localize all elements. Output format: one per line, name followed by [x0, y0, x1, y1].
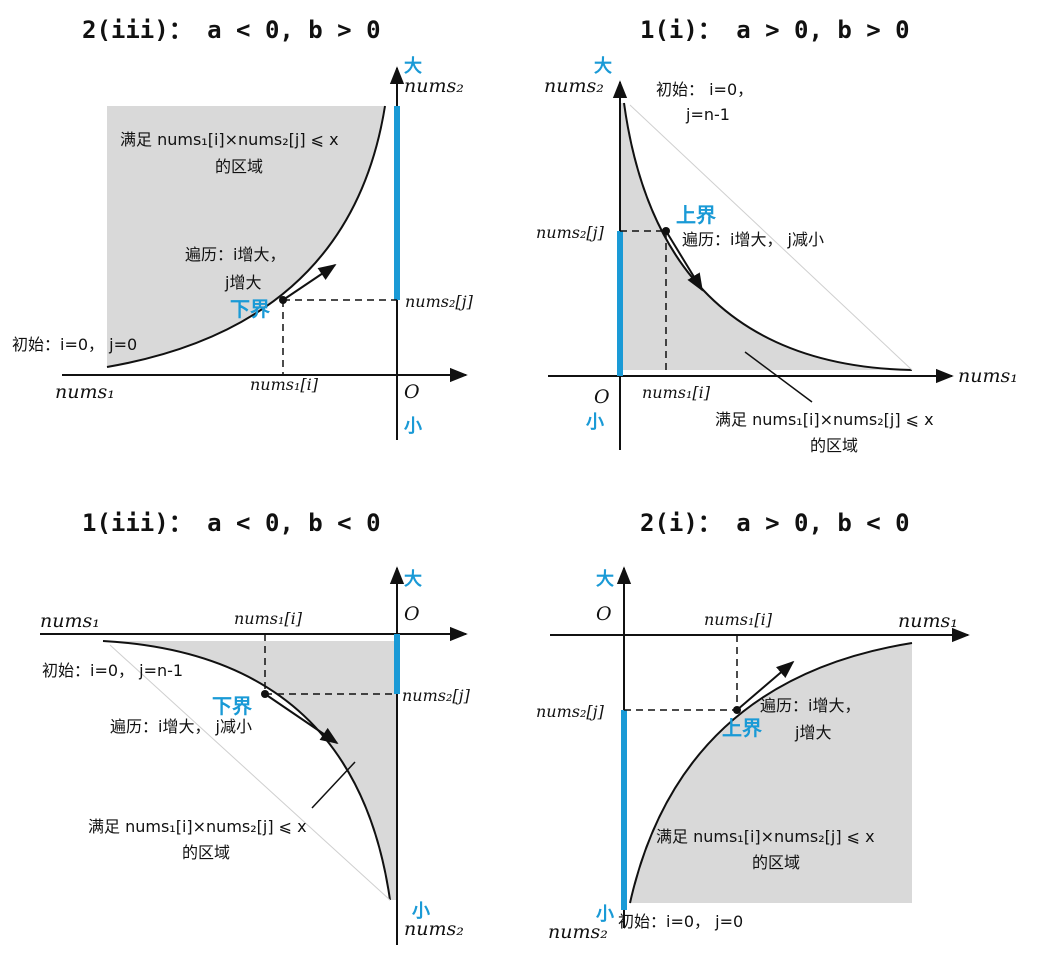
panel-title: 2(iii)： a < 0, b > 0: [82, 16, 381, 44]
region-label-2: 的区域: [182, 843, 230, 862]
region-pointer-line: [311, 761, 356, 809]
panel-title: 1(iii)： a < 0, b < 0: [82, 509, 381, 537]
y-mark-label: nums₂[j]: [405, 292, 474, 311]
x-axis-label: nums₁: [40, 610, 100, 632]
large-tag: 大: [404, 568, 422, 590]
feasible-region: [620, 103, 912, 370]
y-axis-label: nums₂: [404, 918, 464, 940]
region-label-1: 满足 nums₁[i]×nums₂[j] ⩽ x: [656, 827, 875, 846]
region-label-1: 满足 nums₁[i]×nums₂[j] ⩽ x: [715, 410, 934, 429]
traverse-label-1: 遍历：i增大，: [185, 245, 285, 264]
region-edge: [629, 104, 913, 371]
upper-bound-label: 上界: [722, 716, 762, 740]
panel-title: 1(i)： a > 0, b > 0: [640, 16, 910, 44]
region-pointer-line: [744, 351, 813, 403]
pointer-dot: [279, 296, 287, 304]
x-axis-label: nums₁: [958, 365, 1018, 387]
feasible-region: [630, 643, 912, 903]
boundary-curve: [629, 642, 913, 904]
traverse-label: 遍历：i增大， j减小: [110, 717, 252, 736]
init-label: 初始：i=0， j=0: [618, 912, 743, 931]
region-label-1: 满足 nums₁[i]×nums₂[j] ⩽ x: [88, 817, 307, 836]
panel-1i: 1(i)： a > 0, b > 0 大 nums₂ nums₁ O 小 num…: [536, 16, 1018, 455]
small-tag: 小: [586, 412, 604, 433]
region-edge: [109, 644, 391, 901]
init-label: 初始：i=0， j=n-1: [42, 661, 183, 680]
upper-bound-label: 上界: [676, 203, 716, 227]
x-mark-label: nums₁[i]: [642, 383, 711, 402]
origin-label: O: [404, 603, 420, 625]
init-label: 初始：i=0， j=0: [12, 335, 137, 354]
x-mark-label: nums₁[i]: [234, 609, 303, 628]
traverse-label: 遍历：i增大， j减小: [682, 230, 824, 249]
panel-2i: 2(i)： a > 0, b < 0 nums₁ 大 O 小 nums₂ num…: [536, 509, 970, 943]
panel-2iii: 2(iii)： a < 0, b > 0 nums₁ 大 nums₂ O 小 n…: [12, 16, 474, 440]
x-axis-label: nums₁: [898, 610, 958, 632]
large-tag: 大: [594, 55, 612, 77]
region-label-1: 满足 nums₁[i]×nums₂[j] ⩽ x: [120, 130, 339, 149]
panel-1iii: 1(iii)： a < 0, b < 0 nums₁ 大 O 小 nums₂ n…: [40, 509, 471, 945]
x-axis-label: nums₁: [55, 381, 115, 403]
traverse-label-1: 遍历：i增大，: [760, 696, 860, 715]
y-axis-label: nums₂: [544, 75, 604, 97]
origin-label: O: [404, 381, 420, 403]
x-mark-label: nums₁[i]: [704, 610, 773, 629]
traverse-arrow: [264, 693, 339, 745]
feasible-region: [107, 106, 385, 367]
y-axis-label: nums₂: [404, 75, 464, 97]
traverse-arrow: [665, 230, 703, 292]
region-label-2: 的区域: [752, 853, 800, 872]
pointer-dot: [261, 690, 269, 698]
traverse-arrow: [282, 263, 337, 301]
init-label-2: j=n-1: [685, 105, 730, 124]
y-mark-label: nums₂[j]: [536, 223, 605, 242]
lower-bound-label: 下界: [212, 694, 252, 718]
traverse-label-2: j增大: [224, 273, 261, 292]
feasible-region: [103, 641, 397, 900]
pointer-dot: [733, 706, 741, 714]
small-tag: 小: [404, 416, 422, 437]
origin-label: O: [594, 386, 610, 408]
lower-bound-label: 下界: [230, 297, 270, 321]
large-tag: 大: [596, 568, 614, 590]
small-tag: 小: [412, 901, 430, 922]
y-mark-label: nums₂[j]: [536, 702, 605, 721]
small-tag: 小: [596, 904, 614, 925]
pointer-dot: [662, 227, 670, 235]
traverse-label-2: j增大: [794, 723, 831, 742]
region-label-2: 的区域: [810, 436, 858, 455]
region-label-2: 的区域: [215, 157, 263, 176]
boundary-curve: [102, 640, 391, 901]
y-mark-label: nums₂[j]: [402, 686, 471, 705]
boundary-curve: [623, 102, 913, 371]
large-tag: 大: [404, 55, 422, 77]
y-axis-label: nums₂: [548, 921, 608, 943]
x-mark-label: nums₁[i]: [250, 375, 319, 394]
origin-label: O: [596, 603, 612, 625]
init-label-1: 初始： i=0，: [656, 80, 753, 99]
traverse-arrow: [736, 660, 795, 711]
panel-title: 2(i)： a > 0, b < 0: [640, 509, 910, 537]
boundary-curve: [106, 105, 386, 368]
